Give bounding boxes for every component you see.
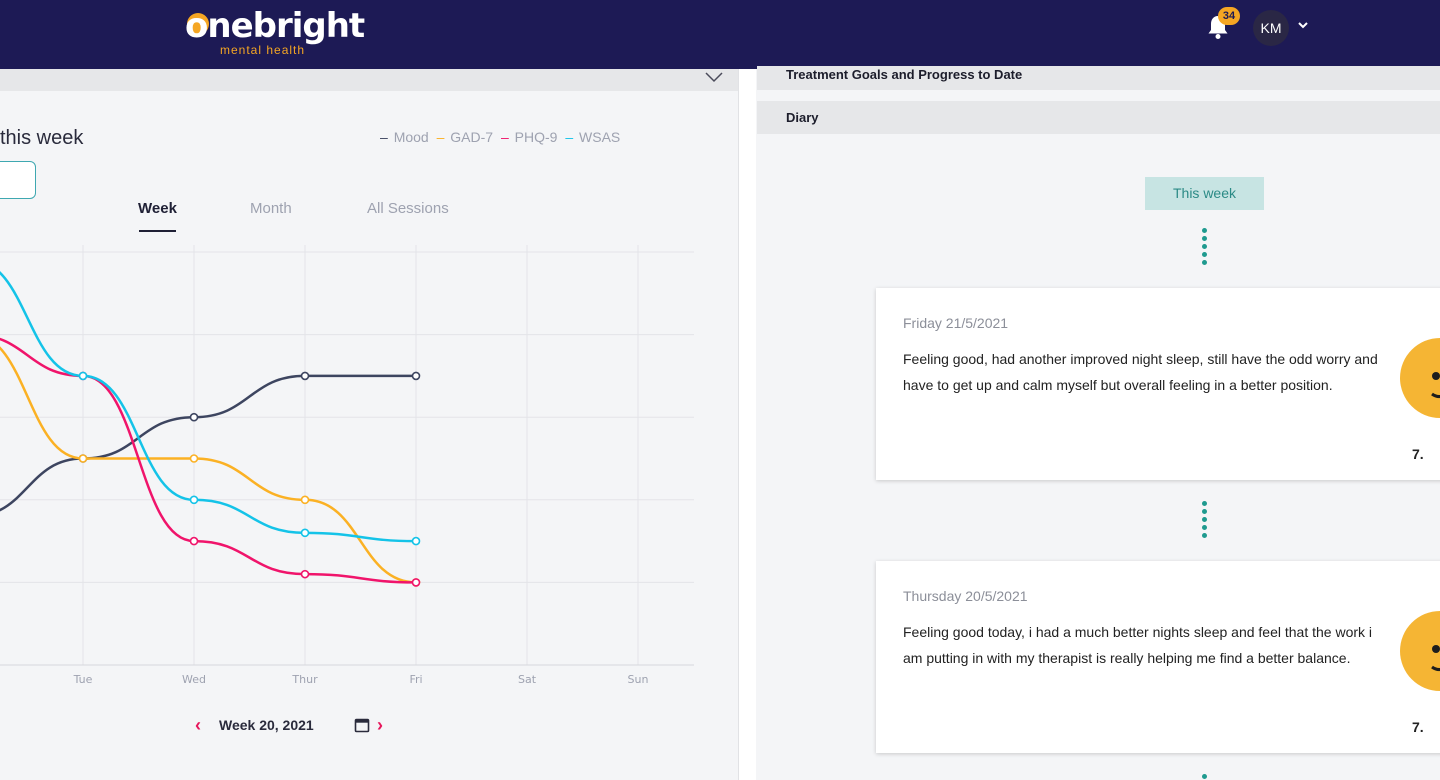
series-line-phq9 (0, 337, 417, 584)
data-point-wsas (78, 371, 88, 381)
tab-month[interactable]: Month (250, 200, 292, 217)
treatment-goals-header[interactable]: Treatment Goals and Progress to Date (757, 66, 1440, 90)
x-tick-label: Wed (182, 673, 206, 686)
notification-count-badge: 34 (1218, 7, 1240, 25)
progress-line-chart: Tue Wed Thur Fri Sat Sun (0, 245, 694, 686)
series-line-gad7 (0, 346, 417, 584)
x-tick-label: Tue (73, 673, 93, 686)
data-point-wsas (189, 495, 199, 505)
timeline-connector (1202, 774, 1208, 780)
data-point-gad7 (300, 495, 310, 505)
data-point-phq9 (411, 578, 421, 587)
collapse-chevron-icon[interactable] (704, 70, 724, 84)
week-label: Week 20, 2021 (219, 717, 314, 733)
legend-label: PHQ-9 (514, 129, 558, 145)
chart-filter-button[interactable] (0, 161, 36, 199)
chevron-down-icon[interactable] (1296, 18, 1310, 32)
data-point-wsas (411, 536, 421, 546)
data-point-gad7 (189, 454, 199, 463)
timeline-connector (1202, 501, 1208, 541)
legend-dash: – (565, 129, 574, 145)
user-avatar[interactable]: KM (1253, 10, 1289, 46)
previous-week-button[interactable]: ‹ (195, 715, 201, 735)
data-point-mood (300, 371, 310, 381)
tab-week[interactable]: Week (138, 200, 177, 217)
diary-header[interactable]: Diary (757, 101, 1440, 134)
x-tick-label: Thur (291, 673, 318, 686)
sun-logo-icon (187, 13, 209, 35)
brand-name: onebright (185, 6, 365, 46)
brand-logo[interactable]: onebright mental health (185, 6, 385, 62)
data-point-mood (189, 412, 199, 422)
legend-label: WSAS (579, 129, 621, 145)
panel-divider (738, 69, 756, 780)
mood-score: 7. (1412, 446, 1424, 462)
legend-label: GAD-7 (450, 129, 494, 145)
chart-legend: – Mood – GAD-7 – PHQ-9 – WSAS (380, 129, 624, 145)
entry-text: Feeling good today, i had a much better … (903, 624, 1373, 666)
legend-item-mood: – Mood (380, 129, 431, 145)
tab-all-sessions[interactable]: All Sessions (367, 200, 449, 217)
data-point-gad7 (78, 454, 88, 463)
legend-dash: – (500, 129, 509, 145)
diary-entry-card[interactable]: Friday 21/5/2021 Feeling good, had anoth… (876, 288, 1440, 480)
entry-date: Thursday 20/5/2021 (903, 588, 1028, 604)
this-week-label: This week (1145, 177, 1264, 210)
top-navigation-bar: onebright mental health 34 KM (0, 0, 1440, 69)
legend-item-phq9: – PHQ-9 (501, 129, 559, 145)
calendar-icon[interactable] (354, 717, 370, 733)
x-tick-label: Sat (518, 673, 537, 686)
active-tab-indicator (139, 230, 176, 232)
legend-dash: – (436, 129, 445, 145)
legend-item-wsas: – WSAS (565, 129, 622, 145)
chart-title: this week (0, 127, 84, 149)
legend-dash: – (380, 129, 388, 145)
mood-face-icon (1400, 338, 1440, 418)
mood-face-icon (1400, 611, 1440, 691)
series-line-wsas (0, 271, 417, 543)
brand-subtitle: mental health (220, 43, 306, 57)
data-point-phq9 (189, 536, 199, 546)
legend-label: Mood (393, 129, 429, 145)
data-point-phq9 (300, 569, 310, 579)
timeline-connector (1202, 228, 1208, 268)
series-line-mood (0, 374, 416, 512)
data-point-mood (411, 371, 421, 381)
entry-text: Feeling good, had another improved night… (903, 351, 1378, 393)
x-tick-label: Fri (409, 673, 422, 686)
next-week-button[interactable]: › (377, 715, 383, 735)
mood-score: 7. (1412, 719, 1424, 735)
diary-entry-card[interactable]: Thursday 20/5/2021 Feeling good today, i… (876, 561, 1440, 753)
data-point-wsas (300, 528, 310, 538)
left-panel-header (0, 69, 738, 91)
legend-item-gad7: – GAD-7 (437, 129, 495, 145)
entry-date: Friday 21/5/2021 (903, 315, 1009, 331)
x-tick-label: Sun (628, 673, 649, 686)
